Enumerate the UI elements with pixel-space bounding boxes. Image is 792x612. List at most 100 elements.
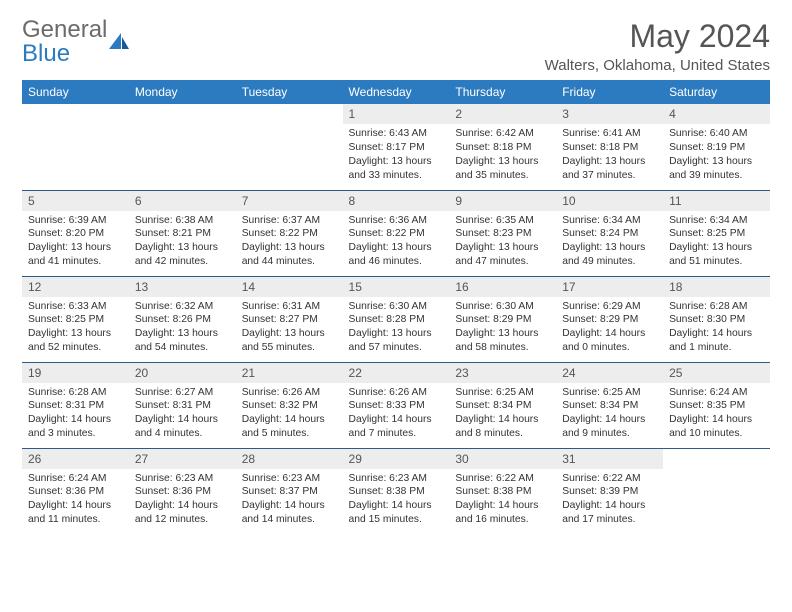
calendar-cell: 10Sunrise: 6:34 AMSunset: 8:24 PMDayligh…: [556, 190, 663, 276]
day-data: Sunrise: 6:34 AMSunset: 8:25 PMDaylight:…: [663, 211, 770, 274]
calendar-cell: 28Sunrise: 6:23 AMSunset: 8:37 PMDayligh…: [236, 448, 343, 534]
calendar-cell: 29Sunrise: 6:23 AMSunset: 8:38 PMDayligh…: [343, 448, 450, 534]
day-data: Sunrise: 6:28 AMSunset: 8:30 PMDaylight:…: [663, 297, 770, 360]
day-data: Sunrise: 6:35 AMSunset: 8:23 PMDaylight:…: [449, 211, 556, 274]
calendar-cell: [663, 448, 770, 534]
header: General Blue May 2024 Walters, Oklahoma,…: [22, 18, 770, 74]
day-data: Sunrise: 6:25 AMSunset: 8:34 PMDaylight:…: [449, 383, 556, 446]
day-data: Sunrise: 6:22 AMSunset: 8:39 PMDaylight:…: [556, 469, 663, 532]
calendar-cell: 8Sunrise: 6:36 AMSunset: 8:22 PMDaylight…: [343, 190, 450, 276]
calendar-cell: 12Sunrise: 6:33 AMSunset: 8:25 PMDayligh…: [22, 276, 129, 362]
day-number: 29: [343, 449, 450, 469]
calendar-cell: 1Sunrise: 6:43 AMSunset: 8:17 PMDaylight…: [343, 104, 450, 190]
day-number: 4: [663, 104, 770, 124]
day-number: 16: [449, 277, 556, 297]
day-number: 30: [449, 449, 556, 469]
logo-text-blue: Blue: [22, 40, 70, 67]
day-number: 9: [449, 191, 556, 211]
day-data: Sunrise: 6:33 AMSunset: 8:25 PMDaylight:…: [22, 297, 129, 360]
day-number: 28: [236, 449, 343, 469]
day-data: Sunrise: 6:24 AMSunset: 8:36 PMDaylight:…: [22, 469, 129, 532]
calendar-cell: 11Sunrise: 6:34 AMSunset: 8:25 PMDayligh…: [663, 190, 770, 276]
day-number: 8: [343, 191, 450, 211]
logo-sail-icon: [109, 33, 131, 51]
day-data: Sunrise: 6:36 AMSunset: 8:22 PMDaylight:…: [343, 211, 450, 274]
day-number: 5: [22, 191, 129, 211]
month-title: May 2024: [545, 18, 770, 55]
day-data: Sunrise: 6:23 AMSunset: 8:36 PMDaylight:…: [129, 469, 236, 532]
calendar-cell: [22, 104, 129, 190]
day-data: Sunrise: 6:26 AMSunset: 8:32 PMDaylight:…: [236, 383, 343, 446]
day-number: 22: [343, 363, 450, 383]
day-number: 19: [22, 363, 129, 383]
calendar-cell: 30Sunrise: 6:22 AMSunset: 8:38 PMDayligh…: [449, 448, 556, 534]
day-number: 3: [556, 104, 663, 124]
calendar-cell: 2Sunrise: 6:42 AMSunset: 8:18 PMDaylight…: [449, 104, 556, 190]
day-number: 27: [129, 449, 236, 469]
day-data: Sunrise: 6:30 AMSunset: 8:28 PMDaylight:…: [343, 297, 450, 360]
calendar-cell: 25Sunrise: 6:24 AMSunset: 8:35 PMDayligh…: [663, 362, 770, 448]
calendar-cell: 16Sunrise: 6:30 AMSunset: 8:29 PMDayligh…: [449, 276, 556, 362]
day-data: Sunrise: 6:24 AMSunset: 8:35 PMDaylight:…: [663, 383, 770, 446]
day-header: Sunday: [22, 80, 129, 104]
day-number: 14: [236, 277, 343, 297]
day-number: 20: [129, 363, 236, 383]
day-number: 24: [556, 363, 663, 383]
calendar-body: 1Sunrise: 6:43 AMSunset: 8:17 PMDaylight…: [22, 104, 770, 534]
day-data: Sunrise: 6:43 AMSunset: 8:17 PMDaylight:…: [343, 124, 450, 187]
day-data: Sunrise: 6:22 AMSunset: 8:38 PMDaylight:…: [449, 469, 556, 532]
day-data: Sunrise: 6:42 AMSunset: 8:18 PMDaylight:…: [449, 124, 556, 187]
calendar-week-row: 5Sunrise: 6:39 AMSunset: 8:20 PMDaylight…: [22, 190, 770, 276]
calendar-cell: 13Sunrise: 6:32 AMSunset: 8:26 PMDayligh…: [129, 276, 236, 362]
day-number: 21: [236, 363, 343, 383]
day-number: 26: [22, 449, 129, 469]
day-number: 2: [449, 104, 556, 124]
day-header: Saturday: [663, 80, 770, 104]
day-data: Sunrise: 6:23 AMSunset: 8:37 PMDaylight:…: [236, 469, 343, 532]
calendar-cell: 27Sunrise: 6:23 AMSunset: 8:36 PMDayligh…: [129, 448, 236, 534]
calendar-cell: 26Sunrise: 6:24 AMSunset: 8:36 PMDayligh…: [22, 448, 129, 534]
calendar-cell: 18Sunrise: 6:28 AMSunset: 8:30 PMDayligh…: [663, 276, 770, 362]
day-data: Sunrise: 6:25 AMSunset: 8:34 PMDaylight:…: [556, 383, 663, 446]
day-header: Thursday: [449, 80, 556, 104]
day-number: 7: [236, 191, 343, 211]
calendar-cell: 19Sunrise: 6:28 AMSunset: 8:31 PMDayligh…: [22, 362, 129, 448]
calendar-cell: 4Sunrise: 6:40 AMSunset: 8:19 PMDaylight…: [663, 104, 770, 190]
day-data: Sunrise: 6:32 AMSunset: 8:26 PMDaylight:…: [129, 297, 236, 360]
day-number: 6: [129, 191, 236, 211]
day-data: Sunrise: 6:37 AMSunset: 8:22 PMDaylight:…: [236, 211, 343, 274]
day-data: Sunrise: 6:26 AMSunset: 8:33 PMDaylight:…: [343, 383, 450, 446]
day-number: 15: [343, 277, 450, 297]
day-number: 23: [449, 363, 556, 383]
calendar-cell: 9Sunrise: 6:35 AMSunset: 8:23 PMDaylight…: [449, 190, 556, 276]
day-number: 1: [343, 104, 450, 124]
day-data: Sunrise: 6:38 AMSunset: 8:21 PMDaylight:…: [129, 211, 236, 274]
day-number: 25: [663, 363, 770, 383]
day-number: 13: [129, 277, 236, 297]
day-header: Friday: [556, 80, 663, 104]
day-header: Monday: [129, 80, 236, 104]
logo-text-general: General: [22, 16, 107, 43]
calendar-cell: 23Sunrise: 6:25 AMSunset: 8:34 PMDayligh…: [449, 362, 556, 448]
day-data: Sunrise: 6:27 AMSunset: 8:31 PMDaylight:…: [129, 383, 236, 446]
day-number: 12: [22, 277, 129, 297]
calendar-cell: 17Sunrise: 6:29 AMSunset: 8:29 PMDayligh…: [556, 276, 663, 362]
day-data: Sunrise: 6:28 AMSunset: 8:31 PMDaylight:…: [22, 383, 129, 446]
location-text: Walters, Oklahoma, United States: [545, 57, 770, 74]
calendar-week-row: 1Sunrise: 6:43 AMSunset: 8:17 PMDaylight…: [22, 104, 770, 190]
calendar-cell: 14Sunrise: 6:31 AMSunset: 8:27 PMDayligh…: [236, 276, 343, 362]
calendar-table: SundayMondayTuesdayWednesdayThursdayFrid…: [22, 80, 770, 534]
calendar-week-row: 26Sunrise: 6:24 AMSunset: 8:36 PMDayligh…: [22, 448, 770, 534]
calendar-cell: [129, 104, 236, 190]
logo: General Blue: [22, 18, 131, 66]
calendar-cell: 7Sunrise: 6:37 AMSunset: 8:22 PMDaylight…: [236, 190, 343, 276]
day-data: Sunrise: 6:31 AMSunset: 8:27 PMDaylight:…: [236, 297, 343, 360]
calendar-cell: 6Sunrise: 6:38 AMSunset: 8:21 PMDaylight…: [129, 190, 236, 276]
day-data: Sunrise: 6:34 AMSunset: 8:24 PMDaylight:…: [556, 211, 663, 274]
day-number: 17: [556, 277, 663, 297]
calendar-cell: 3Sunrise: 6:41 AMSunset: 8:18 PMDaylight…: [556, 104, 663, 190]
day-number: 31: [556, 449, 663, 469]
day-number: 10: [556, 191, 663, 211]
day-header: Wednesday: [343, 80, 450, 104]
calendar-cell: 31Sunrise: 6:22 AMSunset: 8:39 PMDayligh…: [556, 448, 663, 534]
